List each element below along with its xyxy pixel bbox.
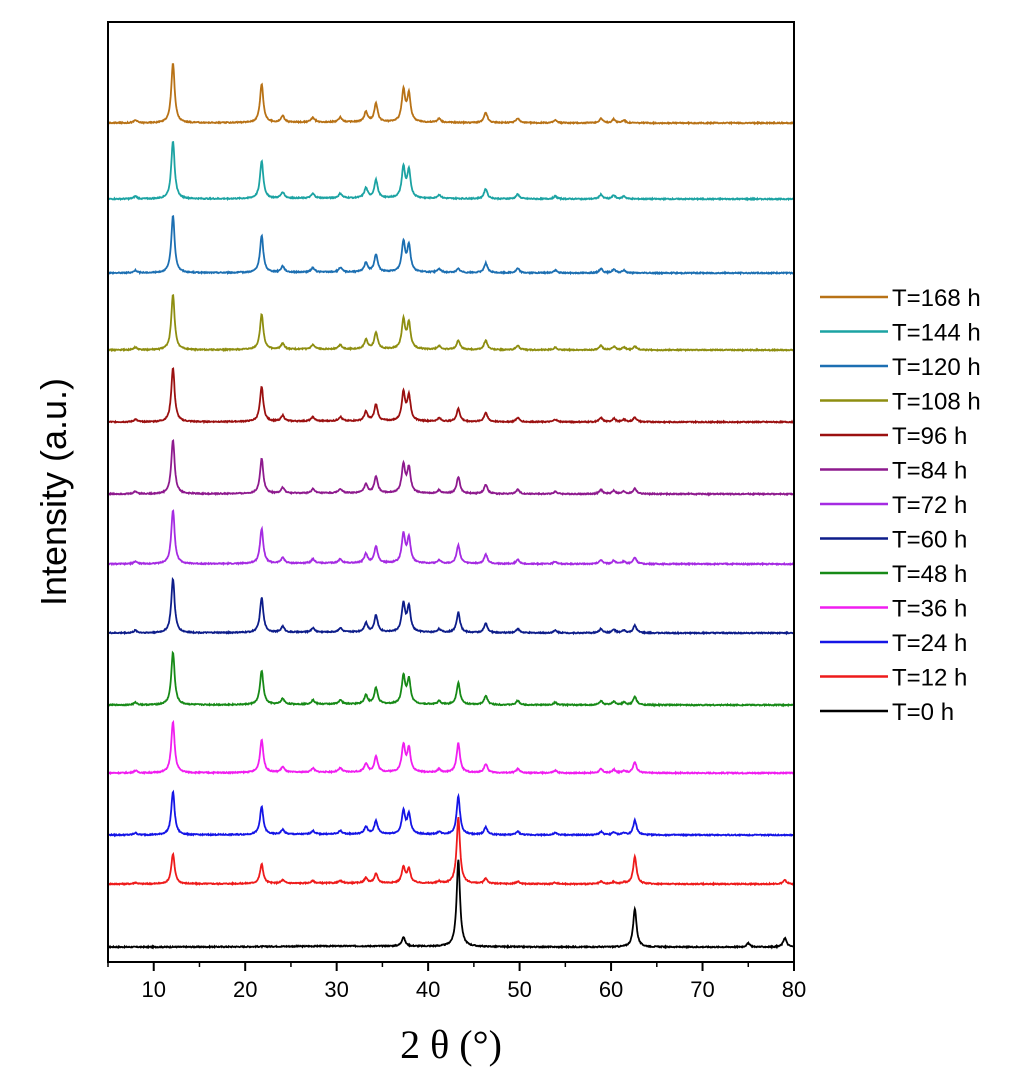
x-tick-label: 20 <box>233 977 257 1002</box>
series-line-t-0-h <box>107 859 795 950</box>
series-line-t-72-h <box>107 509 795 567</box>
series-line-t-60-h <box>107 576 795 636</box>
x-tick-label: 60 <box>599 977 623 1002</box>
legend-entry: T=48 h <box>892 561 967 588</box>
series-line-t-96-h <box>107 367 795 425</box>
series-line-t-144-h <box>107 141 795 202</box>
series-line-t-108-h <box>107 294 795 353</box>
legend-entry: T=168 h <box>892 285 981 312</box>
series-line-t-12-h <box>107 816 795 887</box>
x-tick-label: 50 <box>507 977 531 1002</box>
legend: T=168 h T=144 h T=120 h T=108 h T=96 h T=84 h… <box>820 285 981 726</box>
legend-entry: T=36 h <box>892 596 967 623</box>
series-line-t-24-h <box>107 789 795 838</box>
y-axis-label: Intensity (a.u.) <box>33 378 74 606</box>
series-line-t-36-h <box>107 719 795 776</box>
series-line-t-168-h <box>107 63 795 126</box>
plot-frame <box>107 21 795 963</box>
legend-entry: T=24 h <box>892 630 967 657</box>
legend-entry: T=96 h <box>892 423 967 450</box>
x-tick-label: 40 <box>416 977 440 1002</box>
legend-entry: T=60 h <box>892 527 967 554</box>
legend-entry: T=0 h <box>892 699 954 726</box>
legend-entry: T=12 h <box>892 665 967 692</box>
legend-entry: T=144 h <box>892 320 981 347</box>
legend-entry: T=72 h <box>892 492 967 519</box>
legend-entry: T=84 h <box>892 458 967 485</box>
x-axis-label: 2 θ (°) <box>400 1022 502 1067</box>
x-tick-label: 30 <box>324 977 348 1002</box>
series-line-t-84-h <box>107 438 795 497</box>
series-line-t-120-h <box>107 215 795 276</box>
x-axis-ticks: 10 20 30 40 50 60 70 80 <box>107 962 806 1002</box>
series-line-t-48-h <box>107 650 795 708</box>
x-tick-label: 10 <box>141 977 165 1002</box>
x-tick-label: 70 <box>690 977 714 1002</box>
legend-entry: T=120 h <box>892 354 981 381</box>
series-traces <box>107 63 795 950</box>
legend-entry: T=108 h <box>892 389 981 416</box>
x-tick-label: 80 <box>782 977 806 1002</box>
